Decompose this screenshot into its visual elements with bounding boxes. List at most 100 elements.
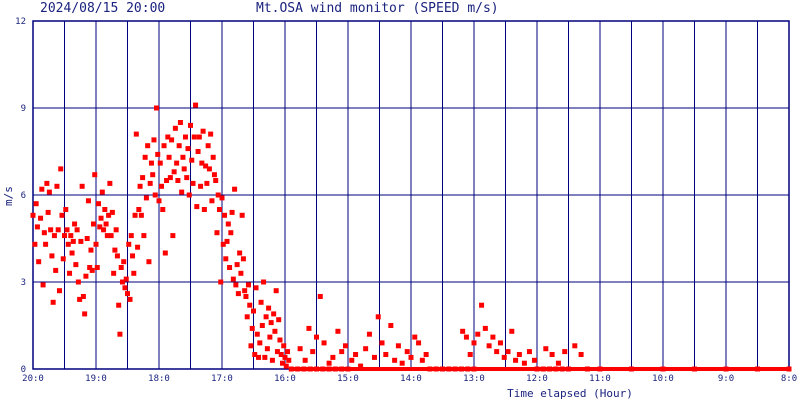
data-point	[169, 137, 175, 143]
data-point	[138, 212, 144, 218]
data-point	[490, 334, 496, 340]
data-point	[135, 244, 141, 250]
data-point	[162, 250, 168, 256]
data-point	[223, 256, 229, 262]
data-point	[38, 215, 44, 221]
data-point	[218, 279, 224, 285]
data-point	[156, 198, 162, 204]
data-point	[203, 163, 209, 169]
data-point	[249, 325, 255, 331]
data-point	[45, 209, 51, 215]
data-point	[349, 357, 355, 363]
data-point	[121, 259, 127, 265]
y-tick-label: 0	[21, 365, 26, 375]
data-point	[36, 259, 42, 265]
data-point	[39, 186, 45, 192]
data-point	[67, 270, 73, 276]
data-point	[572, 343, 578, 349]
data-point	[133, 131, 139, 137]
data-point	[521, 360, 527, 366]
data-point	[216, 207, 222, 212]
data-point	[228, 230, 234, 236]
data-point	[225, 221, 231, 227]
data-point	[330, 354, 336, 360]
data-point	[189, 157, 195, 163]
y-axis-label: m/s	[2, 186, 15, 206]
data-point	[475, 331, 481, 337]
data-point	[82, 311, 88, 317]
data-point	[117, 331, 123, 337]
data-point	[97, 224, 103, 230]
data-point	[244, 314, 250, 320]
data-points	[30, 102, 792, 372]
data-point	[358, 363, 364, 369]
data-point	[257, 340, 263, 346]
data-point	[64, 227, 70, 233]
x-tick-label: 9:0	[718, 374, 734, 384]
data-point	[116, 302, 122, 308]
data-point	[388, 323, 394, 328]
data-point	[186, 192, 192, 198]
x-tick-label: 19:0	[85, 374, 107, 384]
data-point	[237, 250, 243, 256]
data-point	[363, 346, 369, 352]
x-tick-label: 11:0	[589, 374, 611, 384]
data-point	[127, 296, 133, 302]
data-point	[85, 198, 91, 204]
data-point	[306, 325, 312, 331]
data-point	[54, 183, 60, 189]
data-point	[109, 209, 115, 215]
data-point	[142, 154, 148, 160]
data-point	[227, 265, 233, 270]
data-point	[112, 247, 118, 253]
data-point	[419, 357, 425, 363]
data-point	[423, 352, 429, 357]
data-point	[229, 209, 235, 215]
data-point	[49, 253, 55, 259]
data-point	[137, 183, 143, 189]
x-tick-label: 17:0	[211, 374, 233, 384]
data-point	[215, 192, 221, 198]
data-point	[194, 204, 200, 210]
data-point	[371, 354, 377, 360]
data-point	[342, 343, 348, 349]
data-point	[98, 215, 104, 221]
data-point	[147, 180, 153, 186]
data-point	[509, 328, 515, 334]
data-point	[471, 340, 477, 346]
data-point	[269, 357, 275, 363]
data-point	[125, 291, 130, 297]
data-point	[181, 166, 187, 172]
data-point	[33, 201, 39, 207]
data-point	[70, 238, 76, 244]
data-point	[92, 172, 98, 178]
data-point	[30, 212, 36, 218]
data-point	[48, 227, 54, 233]
data-point	[366, 331, 372, 337]
data-point	[321, 340, 327, 346]
chart-title: Mt.OSA wind monitor (SPEED m/s)	[256, 1, 499, 16]
x-tick-labels: 20:0 19:0 18:0 17:0 16:0 15:0 14:0 13:0 12:0 11:0…	[22, 374, 797, 384]
y-tick-label: 9	[21, 104, 26, 114]
data-point	[408, 354, 414, 360]
data-point	[543, 346, 549, 352]
data-point	[205, 143, 211, 149]
data-point	[505, 349, 511, 355]
data-point	[165, 134, 171, 140]
data-point	[195, 149, 201, 154]
data-point	[108, 233, 114, 239]
data-point	[416, 340, 422, 346]
data-point	[75, 279, 81, 285]
data-point	[326, 360, 332, 366]
data-point	[200, 128, 206, 134]
data-point	[151, 137, 157, 143]
data-point	[263, 314, 269, 320]
data-point	[145, 143, 151, 149]
data-point	[101, 227, 107, 233]
data-point	[283, 363, 289, 369]
data-point	[118, 265, 124, 270]
data-point	[132, 212, 138, 218]
data-point	[233, 282, 239, 288]
data-point	[239, 212, 245, 218]
